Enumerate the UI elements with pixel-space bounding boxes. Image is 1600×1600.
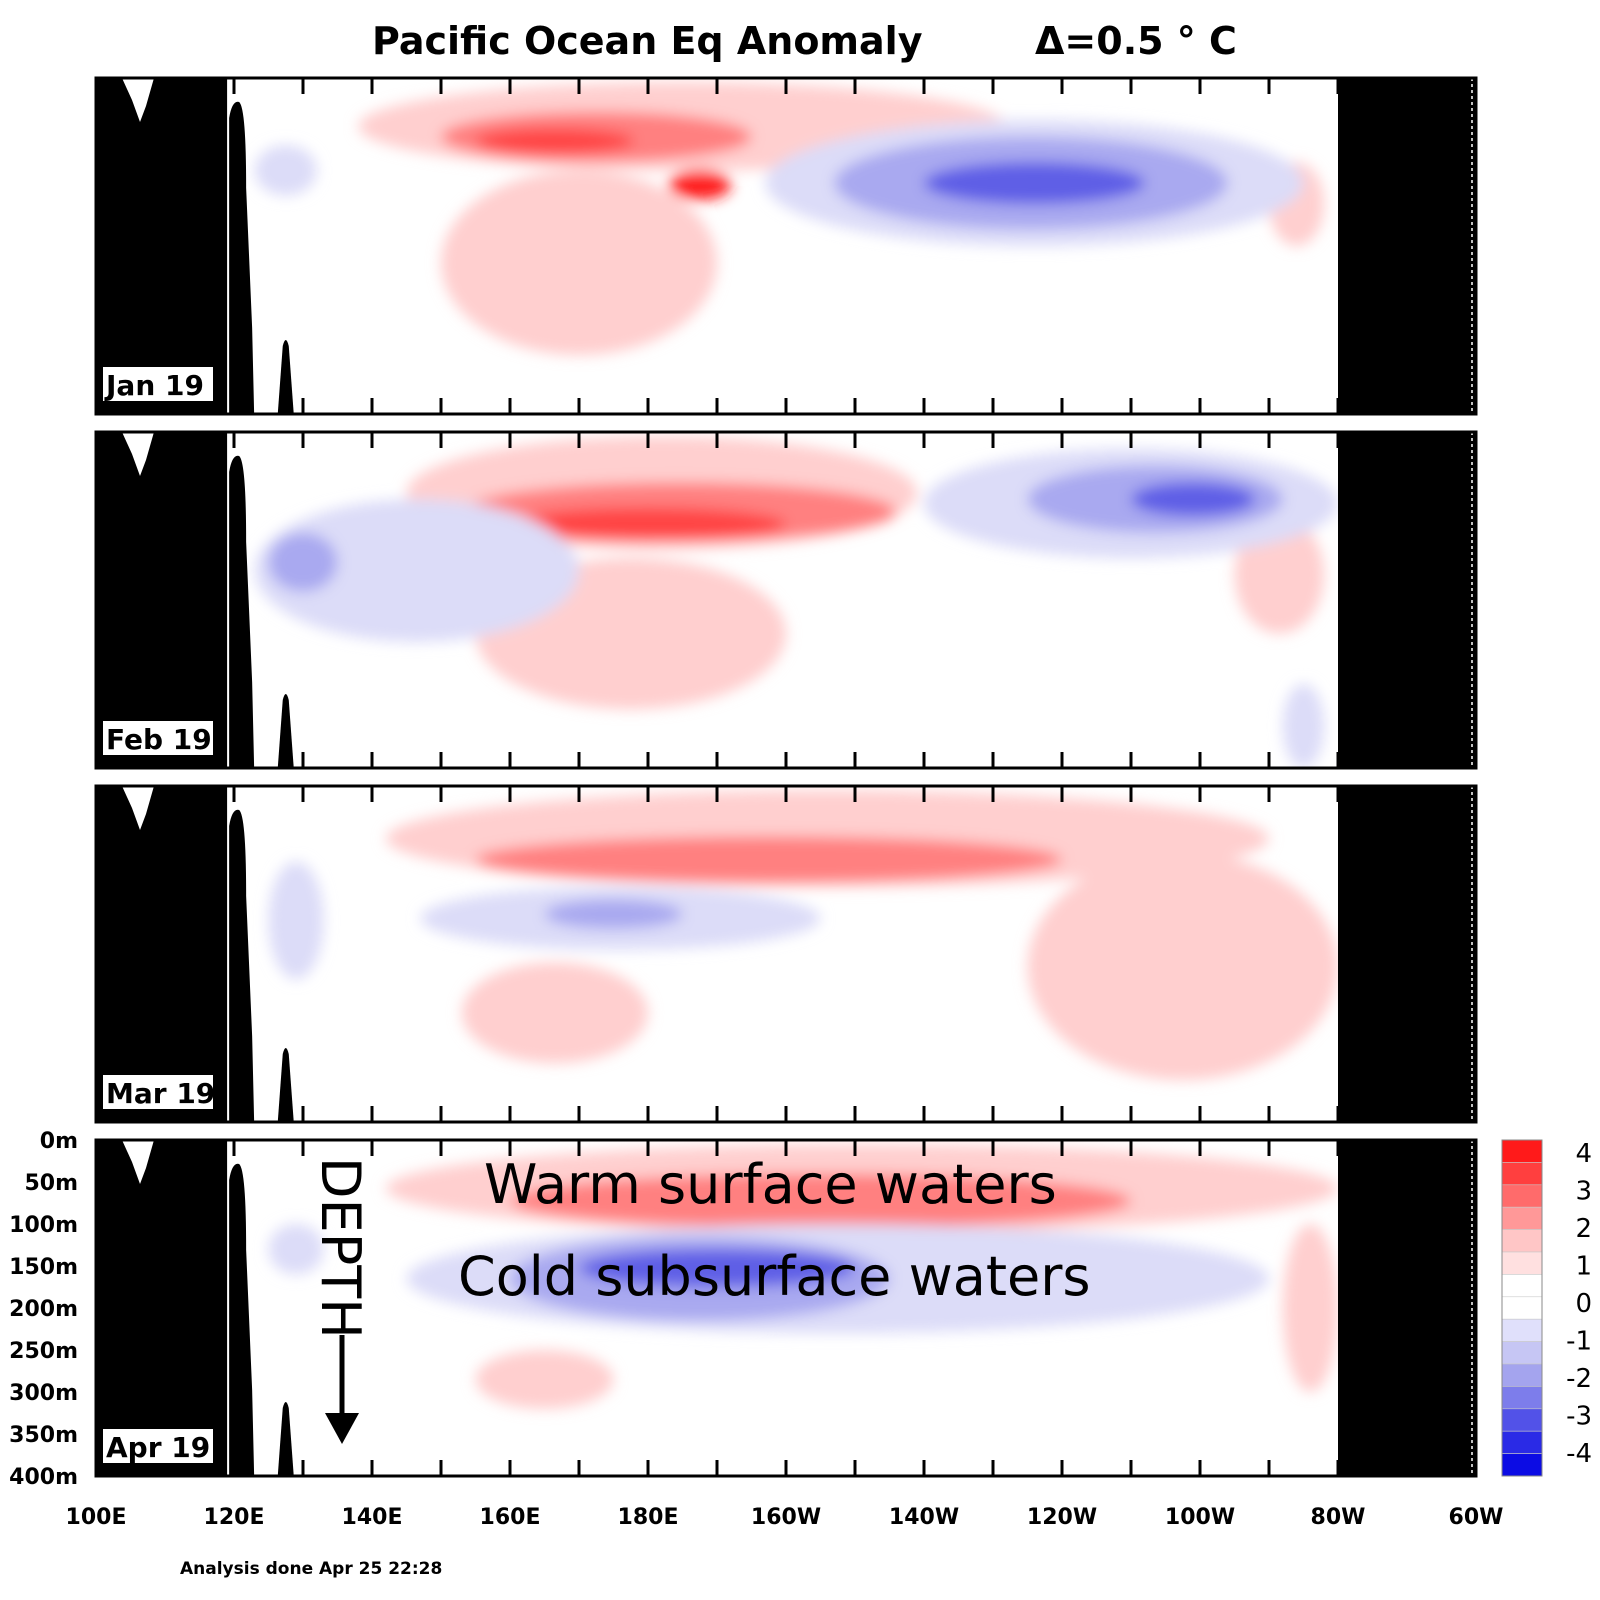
land-mask (96, 1140, 1476, 1476)
colorbar: 4 3 2 1 0 -1 -2 -3 -4 (1501, 1139, 1592, 1477)
warm-anomaly-region (461, 962, 648, 1064)
land-mask (96, 78, 1476, 414)
colorbar-swatch (1501, 1296, 1543, 1320)
x-tick-label: 160E (480, 1505, 541, 1530)
colorbar-label: 4 (1575, 1139, 1592, 1169)
x-tick-label: 100E (66, 1505, 127, 1530)
colorbar-swatch (1501, 1184, 1543, 1208)
colorbar-swatch (1501, 1162, 1543, 1186)
colorbar-swatch (1501, 1453, 1543, 1477)
y-tick-label: 400m (9, 1465, 78, 1490)
warm-anomaly-region (475, 836, 1062, 883)
cold-anomaly-region (544, 899, 683, 929)
panel-feb-19: Feb 19 (94, 430, 1478, 770)
warm-anomaly-region (668, 170, 731, 200)
y-tick-label: 250m (9, 1339, 78, 1364)
svg-text:Mar 19: Mar 19 (106, 1077, 215, 1110)
cold-anomaly-region (268, 532, 338, 592)
x-tick-label: 180E (618, 1505, 679, 1530)
depth-annotation: DEPTH (309, 1157, 372, 1339)
y-tick-label: 0m (40, 1129, 78, 1154)
panel-mar-19: Mar 19 (94, 784, 1478, 1124)
month-label: Apr 19 (101, 1427, 215, 1465)
colorbar-label: 1 (1575, 1252, 1592, 1282)
colorbar-label: -2 (1566, 1364, 1592, 1394)
warm-anomaly-region (475, 1350, 614, 1409)
chart-title: Pacific Ocean Eq Anomaly (372, 19, 923, 63)
y-tick-label: 300m (9, 1381, 78, 1406)
y-tick-label: 150m (9, 1255, 78, 1280)
y-tick-label: 100m (9, 1213, 78, 1238)
colorbar-swatch (1501, 1341, 1543, 1365)
anomaly-field (96, 1140, 1476, 1476)
warm-anomaly-region (510, 1173, 1131, 1229)
anomaly-field (96, 786, 1476, 1122)
x-tick-label: 160W (751, 1505, 821, 1530)
colorbar-swatch (1501, 1430, 1543, 1454)
colorbar-label: 0 (1575, 1289, 1592, 1319)
analysis-footer: Analysis done Apr 25 22:28 (180, 1559, 442, 1579)
cold-anomaly-region (268, 861, 324, 980)
y-tick-labels: 0m 50m 100m 150m 200m 250m 300m 350m 400m (9, 1129, 78, 1490)
month-label: Feb 19 (101, 719, 215, 757)
cold-anomaly-region (254, 145, 317, 196)
colorbar-label: 3 (1575, 1177, 1592, 1207)
y-tick-label: 50m (24, 1171, 78, 1196)
x-tick-label: 140E (342, 1505, 403, 1530)
colorbar-label: -4 (1566, 1439, 1592, 1469)
svg-text:Apr 19: Apr 19 (106, 1431, 210, 1464)
x-tick-label: 140W (889, 1505, 959, 1530)
panel-jan-19: Jan 19 (94, 76, 1478, 416)
colorbar-label: 2 (1575, 1214, 1592, 1244)
warm-anomaly-region (475, 128, 635, 154)
x-tick-labels: 100E 120E 140E 160E 180E 160W 140W 120W 100W 80W 6… (66, 1505, 1504, 1530)
cold-anomaly-region (1131, 482, 1256, 516)
cold-anomaly-region (1282, 684, 1325, 768)
colorbar-swatch (1501, 1408, 1543, 1432)
svg-text:Jan 19: Jan 19 (104, 369, 204, 402)
colorbar-label: -3 (1566, 1402, 1592, 1432)
warm-surface-annotation: Warm surface waters (484, 1153, 1057, 1216)
x-tick-label: 100W (1165, 1505, 1235, 1530)
depth-arrow-icon (325, 1335, 359, 1444)
warm-anomaly-region (1282, 1224, 1338, 1392)
warm-anomaly-region (1027, 853, 1338, 1080)
y-tick-label: 200m (9, 1297, 78, 1322)
warm-anomaly-region (510, 507, 786, 542)
cold-anomaly-region (579, 1249, 855, 1287)
svg-text:Feb 19: Feb 19 (106, 723, 212, 756)
panel-apr-19: Apr 19 (94, 1138, 1478, 1478)
cold-anomaly-region (268, 1224, 324, 1275)
colorbar-label: -1 (1566, 1327, 1592, 1357)
x-tick-label: 80W (1311, 1505, 1366, 1530)
colorbar-swatch (1501, 1363, 1543, 1387)
colorbar-swatch (1501, 1139, 1543, 1163)
anomaly-field (96, 78, 1476, 414)
colorbar-swatch (1501, 1386, 1543, 1410)
panels: Jan 19 Feb 19 Mar 19 Apr 19 (94, 76, 1478, 1478)
contour-interval-label: Δ=0.5 ° C (1035, 19, 1237, 63)
colorbar-swatch (1501, 1229, 1543, 1253)
cold-anomaly-region (924, 162, 1145, 204)
cold-anomaly-region (254, 499, 579, 642)
month-label: Mar 19 (101, 1073, 215, 1111)
colorbar-swatch (1501, 1318, 1543, 1342)
x-tick-label: 120E (204, 1505, 265, 1530)
land-mask (96, 432, 1476, 768)
month-label: Jan 19 (101, 365, 215, 403)
warm-anomaly-region (441, 170, 717, 356)
x-tick-label: 120W (1027, 1505, 1097, 1530)
anomaly-field (96, 432, 1476, 768)
y-tick-label: 350m (9, 1423, 78, 1448)
cold-subsurface-annotation: Cold subsurface waters (458, 1245, 1091, 1308)
colorbar-swatch (1501, 1274, 1543, 1298)
colorbar-swatch (1501, 1251, 1543, 1275)
colorbar-swatch (1501, 1206, 1543, 1230)
x-tick-label: 60W (1449, 1505, 1504, 1530)
land-mask (96, 786, 1476, 1122)
